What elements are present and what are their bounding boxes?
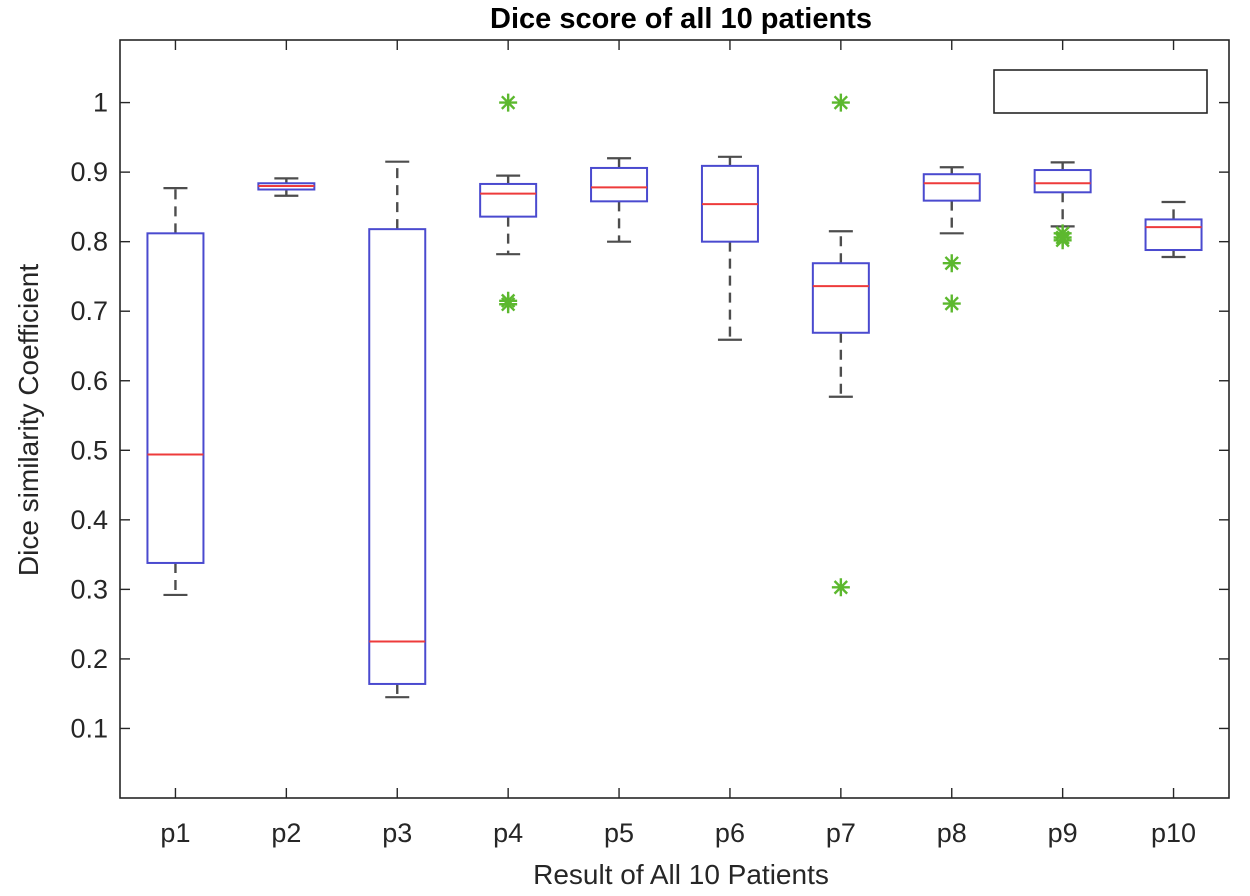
x-tick-label: p9: [1048, 818, 1078, 848]
y-tick-label: 0.7: [70, 296, 108, 326]
y-tick-label: 0.9: [70, 157, 108, 187]
x-tick-label: p2: [271, 818, 301, 848]
y-tick-label: 0.6: [70, 366, 108, 396]
plot-area: 0.1 0.2 0.3 0.4 0.5 0.6 0.7 0.8 0.9 1 p1 p2 p3 p4 p5 p6…: [70, 39, 1230, 848]
chart-title: Dice score of all 10 patients: [490, 3, 872, 35]
box-p5: [590, 166, 649, 203]
outlier-point: [1053, 231, 1072, 250]
x-tick-label: p3: [382, 818, 412, 848]
y-tick-label: 0.8: [70, 227, 108, 257]
x-tick-label: p8: [937, 818, 967, 848]
y-tick-label: 1: [93, 88, 108, 118]
outlier-point: [499, 93, 518, 112]
outlier-point: [831, 578, 850, 597]
outlier-point: [942, 254, 961, 273]
y-tick-label: 0.3: [70, 574, 108, 604]
y-tick-label: 0.4: [70, 505, 108, 535]
box-p9: [1033, 169, 1092, 194]
outlier-point: [831, 93, 850, 112]
x-tick-label: p1: [160, 818, 190, 848]
outlier-point: [499, 295, 518, 314]
x-tick-label: p4: [493, 818, 523, 848]
x-tick-label: p7: [826, 818, 856, 848]
y-axis-title: Dice similarity Coefficient: [13, 264, 44, 576]
x-tick-label: p5: [604, 818, 634, 848]
y-tick-label: 0.5: [70, 435, 108, 465]
box-p1: [146, 232, 205, 564]
x-axis-title: Result of All 10 Patients: [533, 859, 829, 890]
box-p8: [922, 173, 981, 202]
y-tick-label: 0.1: [70, 713, 108, 743]
x-tick-label: p6: [715, 818, 745, 848]
legend-box: [993, 69, 1208, 114]
box-p10: [1144, 218, 1203, 252]
box-p7: [811, 262, 870, 334]
x-tick-label: p10: [1151, 818, 1196, 848]
box-p3: [368, 228, 427, 685]
axes-frame: [119, 39, 1230, 799]
box-p4: [479, 182, 538, 218]
y-tick-label: 0.2: [70, 644, 108, 674]
outlier-point: [942, 294, 961, 313]
